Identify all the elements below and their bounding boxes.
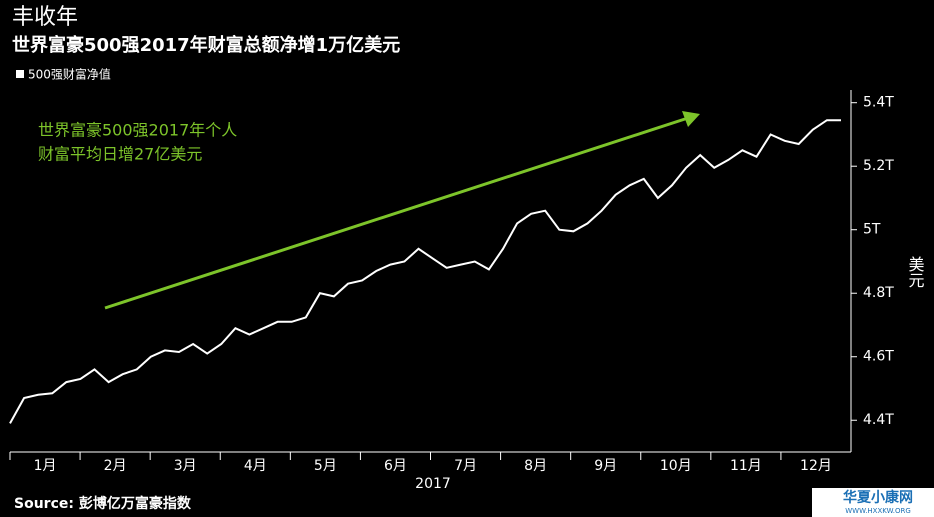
y-tick-label: 4.6T xyxy=(863,349,894,365)
x-tick-label: 5月 xyxy=(314,458,337,474)
y-tick-label: 5.4T xyxy=(863,95,894,111)
x-tick-label: 11月 xyxy=(730,458,762,474)
y-tick-label: 5.2T xyxy=(863,158,894,174)
chart-subtitle: 世界富豪500强2017年财富总额净增1万亿美元 xyxy=(12,34,400,56)
x-tick-label: 9月 xyxy=(594,458,617,474)
x-tick-label: 10月 xyxy=(660,458,692,474)
watermark: WWW.HXXKW.ORG xyxy=(845,507,911,515)
watermark: 华夏小康网 xyxy=(843,489,913,506)
y-tick-label: 4.8T xyxy=(863,285,894,301)
x-tick-label: 7月 xyxy=(454,458,477,474)
x-tick-label: 6月 xyxy=(384,458,407,474)
x-tick-label: 8月 xyxy=(524,458,547,474)
legend-swatch xyxy=(16,70,24,78)
x-tick-label: 2月 xyxy=(104,458,127,474)
x-tick-label: 3月 xyxy=(174,458,197,474)
chart-title: 丰收年 xyxy=(12,5,78,30)
source: Source: 彭博亿万富豪指数 xyxy=(14,495,192,512)
y-tick-label: 4.4T xyxy=(863,412,894,428)
legend-label: 500强财富净值 xyxy=(28,67,111,82)
x-tick-label: 1月 xyxy=(34,458,57,474)
x-tick-label: 12月 xyxy=(800,458,832,474)
line-series xyxy=(9,119,841,424)
watermark-bg xyxy=(812,488,934,517)
annotation: 财富平均日增27亿美元 xyxy=(38,145,202,164)
trend-arrow xyxy=(104,116,689,310)
y-axis-label: 美元 xyxy=(906,256,925,288)
annotation: 世界富豪500强2017年个人 xyxy=(38,121,237,140)
x-tick-label: 4月 xyxy=(244,458,267,474)
y-tick-label: 5T xyxy=(863,222,881,238)
x-axis-label: 2017 xyxy=(415,476,451,492)
arrow-head xyxy=(682,111,700,127)
